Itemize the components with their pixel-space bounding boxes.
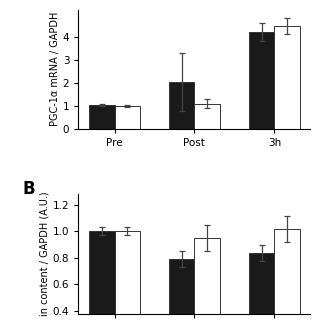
Bar — [274, 26, 300, 129]
Bar — [249, 32, 274, 129]
Bar — [249, 253, 274, 320]
Bar — [195, 104, 220, 129]
Bar — [89, 105, 115, 129]
Text: B: B — [23, 180, 35, 198]
Bar — [274, 229, 300, 320]
Bar — [115, 106, 140, 129]
Bar — [195, 238, 220, 320]
Y-axis label: in content / GAPDH (A.U.): in content / GAPDH (A.U.) — [40, 192, 50, 316]
Bar — [115, 231, 140, 320]
Bar — [89, 231, 115, 320]
Y-axis label: PGC-1α mRNA / GAPDH: PGC-1α mRNA / GAPDH — [50, 12, 60, 126]
Bar — [169, 259, 195, 320]
Bar — [169, 82, 195, 129]
